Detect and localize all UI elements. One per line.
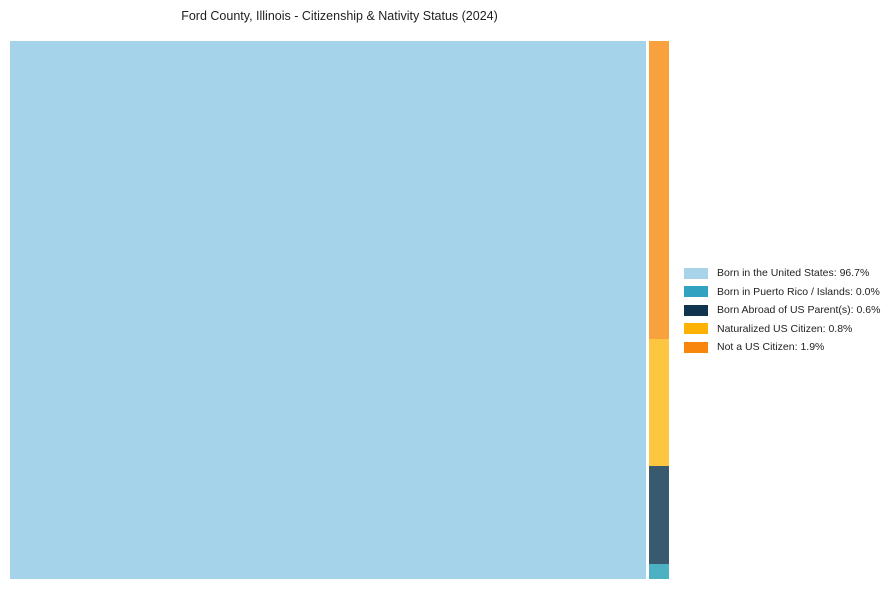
treemap-tile-born-abroad-of-us-parents xyxy=(649,466,669,564)
legend-swatch-naturalized-us-citizen xyxy=(684,323,708,335)
legend-item-born-in-puerto-rico-islands: Born in Puerto Rico / Islands: 0.0% xyxy=(684,283,880,302)
treemap-tile-born-in-united-states xyxy=(10,41,646,579)
legend-swatch-born-abroad-of-us-parents xyxy=(684,304,708,316)
treemap-tile-naturalized-us-citizen xyxy=(649,339,669,466)
treemap-tile-born-in-puerto-rico-islands xyxy=(649,564,669,579)
legend-item-naturalized-us-citizen: Naturalized US Citizen: 0.8% xyxy=(684,320,880,339)
treemap-tile-not-a-us-citizen xyxy=(649,41,669,339)
chart-title: Ford County, Illinois - Citizenship & Na… xyxy=(181,9,498,23)
legend-label: Naturalized US Citizen: 0.8% xyxy=(717,322,853,335)
legend-label: Born in Puerto Rico / Islands: 0.0% xyxy=(717,285,880,298)
legend-label: Born Abroad of US Parent(s): 0.6% xyxy=(717,304,881,317)
legend-swatch-born-in-united-states xyxy=(684,267,708,279)
legend-label: Not a US Citizen: 1.9% xyxy=(717,341,825,354)
legend-item-born-in-united-states: Born in the United States: 96.7% xyxy=(684,264,880,283)
legend-item-not-a-us-citizen: Not a US Citizen: 1.9% xyxy=(684,338,880,357)
legend-item-born-abroad-of-us-parents: Born Abroad of US Parent(s): 0.6% xyxy=(684,301,880,320)
legend-swatch-born-in-puerto-rico-islands xyxy=(684,286,708,298)
legend-label: Born in the United States: 96.7% xyxy=(717,267,870,280)
legend-swatch-not-a-us-citizen xyxy=(684,341,708,353)
chart-legend: Born in the United States: 96.7% Born in… xyxy=(684,264,880,357)
